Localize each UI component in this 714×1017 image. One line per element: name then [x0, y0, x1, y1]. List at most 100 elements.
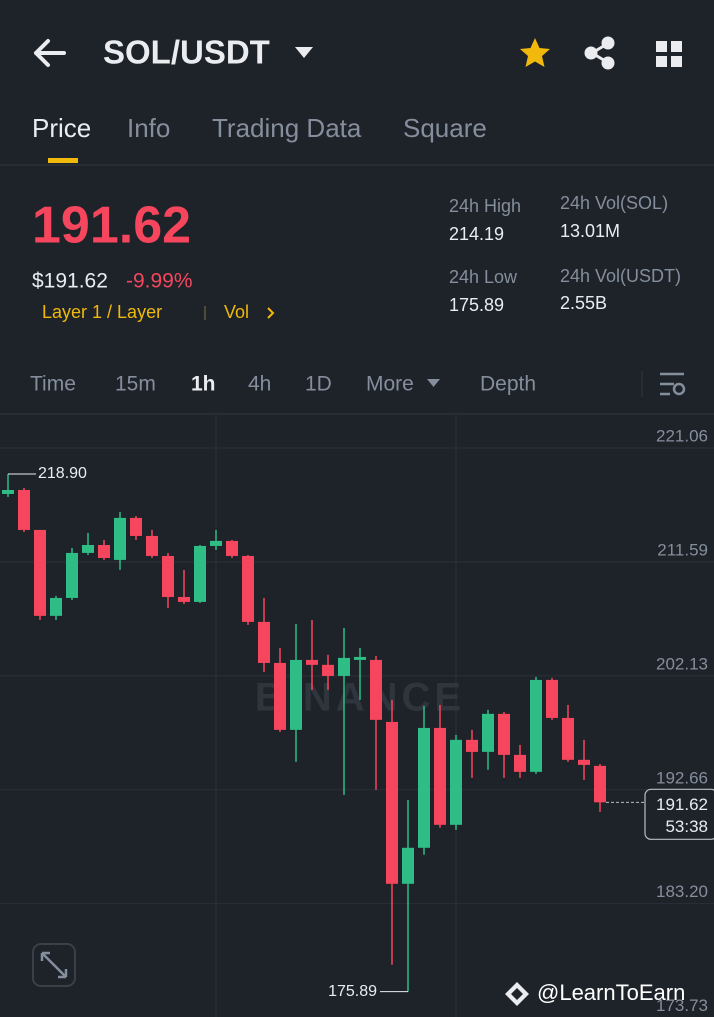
footer-watermark: @LearnToEarn	[537, 980, 685, 1005]
pair-title[interactable]: SOL/USDT	[103, 34, 270, 71]
depth-tab[interactable]: Depth	[480, 373, 536, 396]
candle-body	[226, 540, 238, 556]
stat-label: 24h High	[449, 196, 521, 216]
y-tick-label: 221.06	[656, 426, 708, 445]
y-tick-label: 173.73	[656, 996, 708, 1015]
vol-chevron	[267, 307, 275, 319]
y-tick-label: 192.66	[656, 768, 708, 787]
candle-body	[98, 544, 110, 558]
tab[interactable]: Trading Data	[212, 113, 362, 143]
candle-body	[370, 659, 382, 720]
stat-value: 214.19	[449, 224, 504, 244]
candle-body	[34, 529, 46, 616]
watermark-logo	[505, 982, 529, 1006]
candle-body	[594, 765, 606, 803]
share-node	[601, 36, 615, 50]
chart-settings[interactable]	[660, 372, 686, 396]
candle-body	[66, 552, 78, 598]
y-tick-label: 183.20	[656, 882, 708, 901]
share-node	[584, 46, 598, 60]
candle-body	[498, 713, 510, 755]
candle-body	[50, 597, 62, 616]
share-button[interactable]	[584, 36, 615, 70]
candle-body	[306, 659, 318, 665]
y-tick-label: 202.13	[656, 654, 708, 673]
back-arrow	[34, 39, 66, 67]
candle-body	[162, 555, 174, 597]
candle-body	[418, 727, 430, 848]
pair-caret[interactable]	[295, 47, 313, 58]
candle-body	[386, 721, 398, 884]
candle-body	[2, 489, 14, 494]
stat-label: 24h Low	[449, 267, 518, 287]
category-tag[interactable]: Layer 1 / Layer	[42, 302, 162, 322]
expand-icon	[40, 951, 68, 979]
interval-more[interactable]: More	[366, 373, 414, 396]
stat-value: 2.55B	[560, 293, 607, 313]
plot: 221.06 211.59 202.13 192.66 183.20 173.73 218.…	[0, 426, 714, 1015]
candle-body	[82, 544, 94, 553]
candle-body	[322, 664, 334, 676]
tab[interactable]: Square	[403, 113, 487, 143]
interval[interactable]: 1D	[305, 373, 332, 396]
candle-body	[194, 545, 206, 602]
stat-value: 13.01M	[560, 221, 620, 241]
interval[interactable]: Time	[30, 373, 76, 396]
last-price: 191.62	[32, 197, 191, 255]
more-caret	[427, 379, 440, 387]
candle-body	[530, 679, 542, 772]
tab-indicator	[48, 158, 78, 163]
last-price-label: 191.62	[656, 795, 708, 814]
tab[interactable]: Price	[32, 113, 91, 143]
low-marker-label: 175.89	[328, 983, 377, 1000]
y-tick-label: 211.59	[657, 540, 708, 559]
fiat-price: $191.62	[32, 270, 108, 293]
price-change: -9.99%	[126, 270, 193, 293]
grid-square	[671, 41, 682, 52]
vol-link[interactable]: Vol	[224, 302, 249, 322]
candle-body	[514, 754, 526, 772]
candle-body	[146, 535, 158, 556]
candle-body	[290, 659, 302, 730]
stat-value: 175.89	[449, 295, 504, 315]
candle-body	[178, 596, 190, 602]
interval[interactable]: 15m	[115, 373, 156, 396]
candle-body	[274, 662, 286, 730]
stat-label: 24h Vol(SOL)	[560, 193, 668, 213]
layout-button[interactable]	[656, 41, 682, 67]
candle-body	[578, 759, 590, 765]
candle-body	[338, 657, 350, 676]
candle-body	[130, 517, 142, 536]
expand-button[interactable]	[32, 943, 76, 987]
grid-square	[656, 56, 667, 67]
candle-body	[546, 679, 558, 718]
candle-body	[434, 727, 446, 825]
tab[interactable]: Info	[127, 113, 170, 143]
favorite-star[interactable]	[520, 38, 550, 67]
countdown-label: 53:38	[665, 817, 708, 836]
chart-watermark: BINANCE	[255, 676, 465, 720]
candle-body	[466, 739, 478, 752]
interval[interactable]: 4h	[248, 373, 271, 396]
expand-frame	[32, 943, 76, 987]
candle-body	[258, 621, 270, 663]
last-price-box	[644, 788, 714, 840]
candle-body	[242, 555, 254, 622]
candle-body	[354, 656, 366, 660]
candle-body	[402, 847, 414, 884]
high-marker-label: 218.90	[38, 465, 87, 482]
interval-active[interactable]: 1h	[191, 373, 216, 396]
stat-label: 24h Vol(USDT)	[560, 266, 681, 286]
candle-body	[114, 517, 126, 560]
settings-gear	[672, 382, 686, 396]
grid-square	[671, 56, 682, 67]
share-node	[601, 56, 615, 70]
candle-body	[18, 489, 30, 530]
grid-square	[656, 41, 667, 52]
candle-body	[562, 717, 574, 760]
back-button[interactable]	[34, 39, 66, 67]
candle-body	[482, 713, 494, 752]
